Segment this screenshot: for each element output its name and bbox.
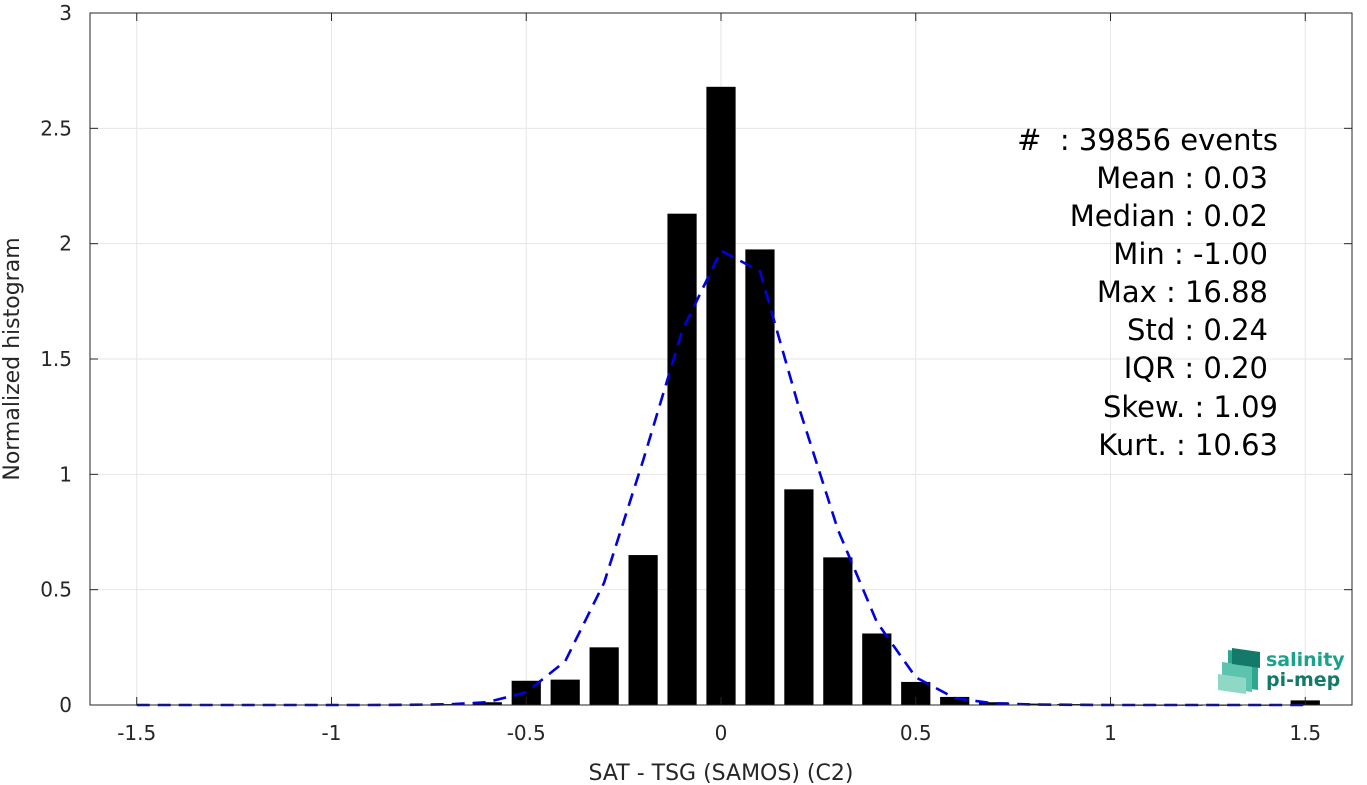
histogram-bar — [823, 557, 853, 705]
x-tick-label: -1 — [322, 721, 342, 745]
x-tick-label: -0.5 — [507, 721, 546, 745]
stat-mean: Mean : 0.03 — [1096, 161, 1268, 195]
y-tick-label: 0 — [59, 693, 72, 717]
histogram-bar — [706, 86, 736, 705]
y-tick-label: 0.5 — [40, 578, 72, 602]
x-tick-label: 0.5 — [900, 721, 932, 745]
x-axis-label: SAT - TSG (SAMOS) (C2) — [589, 761, 854, 785]
histogram-bar — [862, 633, 892, 705]
stat-kurt: Kurt. : 10.63 — [1098, 428, 1278, 462]
stat-skew: Skew. : 1.09 — [1103, 390, 1278, 424]
histogram-bar — [589, 647, 619, 705]
histogram-bar — [1017, 703, 1048, 705]
logo-text-salinity: salinity — [1266, 649, 1345, 671]
x-tick-label: -1.5 — [117, 721, 156, 745]
y-tick-label: 1 — [59, 462, 72, 486]
histogram-bar — [940, 696, 970, 705]
y-axis-label: Normalized histogram — [0, 237, 25, 480]
y-tick-label: 2 — [59, 232, 72, 256]
x-tick-label: 0 — [715, 721, 728, 745]
y-axis-ticks: 0 0.5 1 1.5 2 2.5 3 — [40, 1, 1352, 717]
logo-wave-icon — [1218, 648, 1260, 694]
logo-text-pi-mep: pi-mep — [1266, 669, 1340, 691]
histogram-bars — [433, 86, 1320, 706]
histogram-bar — [901, 681, 931, 705]
histogram-bar — [979, 702, 1009, 705]
stat-std: Std : 0.24 — [1127, 313, 1268, 347]
x-axis-ticks: -1.5 -1 -0.5 0 0.5 1 1.5 — [117, 13, 1321, 745]
histogram-bar — [550, 679, 580, 705]
y-tick-label: 2.5 — [40, 116, 72, 140]
statistics-annotation: # : 39856 events Mean : 0.03 Median : 0.… — [1017, 123, 1278, 462]
stat-median: Median : 0.02 — [1070, 199, 1268, 233]
stat-max: Max : 16.88 — [1097, 275, 1268, 309]
stat-iqr: IQR : 0.20 — [1124, 351, 1268, 385]
salinity-pi-mep-logo: salinity pi-mep — [1218, 648, 1345, 694]
stat-min: Min : -1.00 — [1113, 237, 1268, 271]
histogram-bar — [667, 213, 697, 705]
y-tick-label: 3 — [59, 1, 72, 25]
x-tick-label: 1.5 — [1289, 721, 1321, 745]
histogram-bar — [784, 489, 814, 705]
y-tick-label: 1.5 — [40, 347, 72, 371]
stat-events: # : 39856 events — [1017, 123, 1278, 157]
x-tick-label: 1 — [1104, 721, 1117, 745]
histogram-bar — [628, 555, 658, 705]
histogram-bar — [745, 249, 775, 705]
histogram-bar — [472, 702, 502, 705]
